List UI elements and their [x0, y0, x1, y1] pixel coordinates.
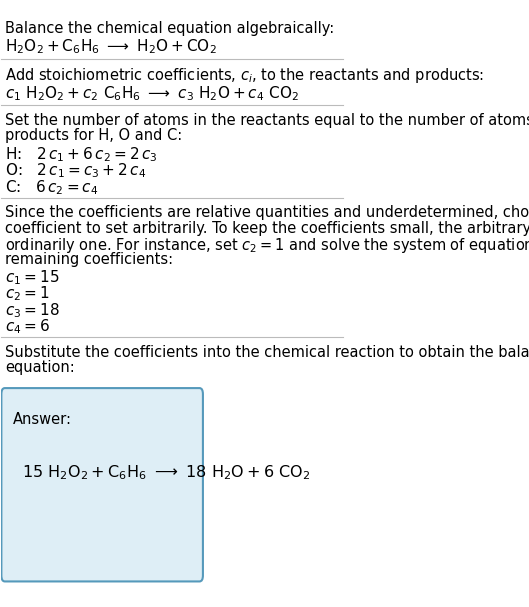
Text: Balance the chemical equation algebraically:: Balance the chemical equation algebraica… — [5, 21, 334, 36]
Text: Add stoichiometric coefficients, $c_i$, to the reactants and products:: Add stoichiometric coefficients, $c_i$, … — [5, 66, 484, 85]
Text: $15\ \mathrm{H_2O_2} + \mathrm{C_6H_6} \ \longrightarrow \ 18\ \mathrm{H_2O} + 6: $15\ \mathrm{H_2O_2} + \mathrm{C_6H_6} \… — [22, 464, 310, 483]
Text: products for H, O and C:: products for H, O and C: — [5, 128, 182, 143]
Text: $c_1 = 15$: $c_1 = 15$ — [5, 268, 59, 287]
Text: equation:: equation: — [5, 361, 75, 375]
Text: $c_4 = 6$: $c_4 = 6$ — [5, 317, 50, 336]
Text: $c_3 = 18$: $c_3 = 18$ — [5, 301, 59, 320]
Text: Answer:: Answer: — [13, 412, 72, 427]
Text: Set the number of atoms in the reactants equal to the number of atoms in the: Set the number of atoms in the reactants… — [5, 112, 529, 127]
Text: O:   $2\,c_1 = c_3 + 2\,c_4$: O: $2\,c_1 = c_3 + 2\,c_4$ — [5, 161, 146, 180]
Text: C:   $6\,c_2 = c_4$: C: $6\,c_2 = c_4$ — [5, 178, 98, 197]
Text: Substitute the coefficients into the chemical reaction to obtain the balanced: Substitute the coefficients into the che… — [5, 345, 529, 359]
Text: $c_2 = 1$: $c_2 = 1$ — [5, 285, 49, 304]
Text: Since the coefficients are relative quantities and underdetermined, choose a: Since the coefficients are relative quan… — [5, 205, 529, 220]
Text: remaining coefficients:: remaining coefficients: — [5, 252, 173, 267]
Text: ordinarily one. For instance, set $c_2 = 1$ and solve the system of equations fo: ordinarily one. For instance, set $c_2 =… — [5, 237, 529, 256]
Text: $\mathrm{H_2O_2 + C_6H_6 \ \longrightarrow \ H_2O + CO_2}$: $\mathrm{H_2O_2 + C_6H_6 \ \longrightarr… — [5, 38, 216, 56]
Text: $c_1\ \mathrm{H_2O_2} + c_2\ \mathrm{C_6H_6} \ \longrightarrow \ c_3\ \mathrm{H_: $c_1\ \mathrm{H_2O_2} + c_2\ \mathrm{C_6… — [5, 84, 299, 103]
Text: H:   $2\,c_1 + 6\,c_2 = 2\,c_3$: H: $2\,c_1 + 6\,c_2 = 2\,c_3$ — [5, 145, 158, 164]
Text: coefficient to set arbitrarily. To keep the coefficients small, the arbitrary va: coefficient to set arbitrarily. To keep … — [5, 221, 529, 236]
FancyBboxPatch shape — [2, 388, 203, 582]
